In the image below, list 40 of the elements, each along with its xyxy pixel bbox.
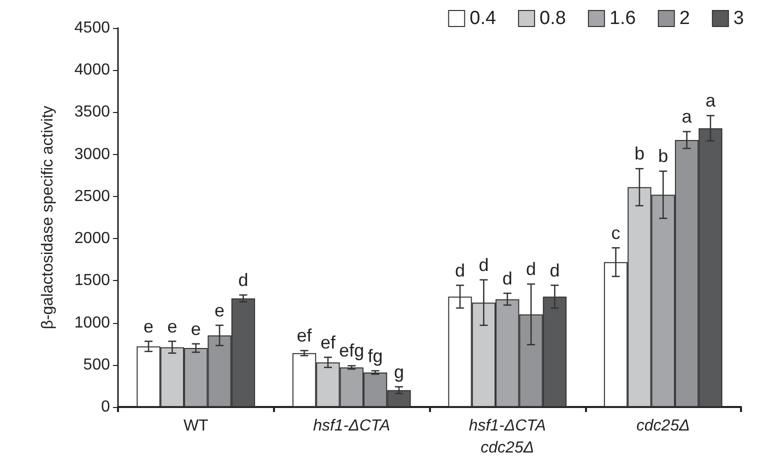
- data-label: a: [682, 106, 693, 127]
- x-tick-label: hsf1-ΔCTA cdc25Δ: [468, 418, 546, 456]
- data-label: e: [190, 318, 201, 339]
- y-tick-label: 2500: [74, 188, 110, 205]
- data-label: c: [611, 222, 620, 243]
- data-label: d: [526, 259, 536, 280]
- data-label: fg: [368, 346, 383, 366]
- data-label: ef: [296, 326, 313, 346]
- data-label: e: [144, 316, 154, 336]
- y-tick-label: 500: [83, 356, 110, 374]
- legend-label: 1.6: [609, 8, 636, 29]
- x-tick-label: WT: [183, 418, 209, 434]
- data-label: d: [455, 260, 466, 280]
- data-label: d: [550, 260, 560, 280]
- y-tick-label: 2000: [74, 230, 110, 248]
- legend-label: 3: [733, 8, 744, 29]
- data-label: g: [394, 362, 404, 382]
- x-tick-label: hsf1-ΔCTA: [313, 418, 390, 434]
- data-label: d: [478, 254, 489, 275]
- data-label: e: [214, 300, 225, 320]
- y-tick-label: 3000: [74, 146, 110, 163]
- data-label: ef: [320, 332, 336, 352]
- data-label: efg: [339, 340, 364, 361]
- y-axis-title: β-galactosidase specific activity: [40, 106, 56, 330]
- legend-label: 0.4: [470, 8, 496, 29]
- y-tick-label: 4000: [74, 62, 110, 79]
- data-label: b: [634, 144, 644, 164]
- data-label: e: [167, 316, 178, 336]
- x-tick-label: cdc25Δ: [636, 418, 690, 434]
- y-tick-label: 1000: [74, 314, 110, 332]
- data-label: b: [658, 146, 668, 166]
- y-tick-label: 3500: [74, 104, 110, 121]
- data-label: d: [502, 268, 512, 288]
- y-tick-label: 4500: [74, 20, 110, 36]
- data-label: d: [238, 270, 248, 290]
- y-tick-label: 1500: [74, 272, 110, 290]
- legend-label: 2: [679, 8, 690, 29]
- legend-label: 0.8: [540, 8, 566, 29]
- y-tick-label: 0: [101, 398, 110, 416]
- data-label: a: [705, 90, 716, 111]
